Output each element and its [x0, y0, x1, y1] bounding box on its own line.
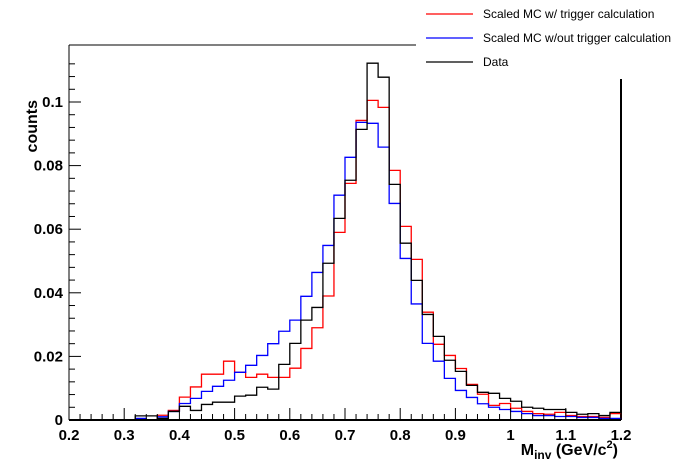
x-tick-label: 0.2 — [59, 427, 80, 444]
x-title-unit: (GeV/c — [551, 442, 606, 459]
x-title-sub: inv — [534, 448, 552, 462]
x-tick-label: 0.9 — [445, 427, 466, 444]
axes: 0.2 0.3 0.4 0.5 0.6 0.7 0.8 0.9 1 1.1 1.2 0 0.02 0.04… — [34, 45, 632, 444]
y-tick-label: 0 — [55, 412, 63, 429]
x-tick-label: 0.8 — [390, 427, 411, 444]
histogram-line-2 — [69, 62, 622, 421]
y-tick-label: 0.04 — [34, 285, 64, 302]
legend: Scaled MC w/ trigger calculation Scaled M… — [416, 0, 689, 79]
x-title-sup: 2 — [607, 439, 613, 451]
x-tick-label: 1.1 — [555, 427, 576, 444]
legend-label-1: Scaled MC w/out trigger calculation — [483, 31, 671, 45]
x-tick-label: 1 — [506, 427, 514, 444]
y-tick-label: 0.06 — [34, 221, 63, 238]
histogram-line-0 — [69, 99, 622, 421]
x-axis-title: Minv (GeV/c2) — [521, 439, 618, 462]
histogram-series — [69, 62, 622, 421]
y-tick-label: 0.08 — [34, 158, 63, 175]
x-tick-label: 0.7 — [335, 427, 356, 444]
legend-label-2: Data — [483, 55, 509, 69]
x-tick-label: 0.3 — [114, 427, 135, 444]
y-tick-label: 0.02 — [34, 348, 63, 365]
x-title-main: M — [521, 442, 534, 459]
legend-label-0: Scaled MC w/ trigger calculation — [483, 7, 654, 21]
y-axis-title: counts — [24, 100, 41, 153]
histogram-line-1 — [69, 121, 622, 421]
y-tick-label: 0.1 — [42, 94, 63, 111]
legend-box — [416, 0, 689, 79]
x-tick-label: 0.6 — [279, 427, 300, 444]
x-tick-label: 1.2 — [611, 427, 632, 444]
x-tick-label: 0.5 — [224, 427, 245, 444]
x-tick-label: 0.4 — [169, 427, 191, 444]
x-title-close: ) — [613, 442, 618, 459]
